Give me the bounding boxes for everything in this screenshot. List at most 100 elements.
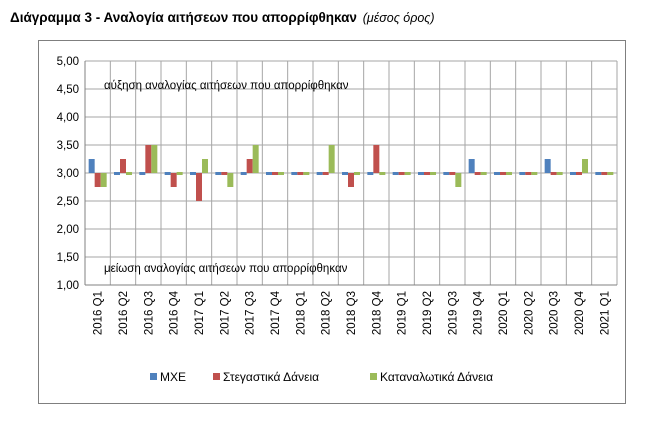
- bar-mxe: [468, 159, 475, 173]
- bar-mxe: [544, 159, 551, 173]
- y-tick-label: 4,50: [57, 84, 79, 96]
- bar-mortgage: [500, 172, 506, 175]
- bar-consumer: [328, 145, 335, 173]
- bar-consumer: [455, 173, 462, 187]
- x-tick-label: 2016 Q4: [169, 290, 181, 335]
- bar-mxe: [164, 172, 171, 175]
- bar-consumer: [252, 145, 259, 173]
- bar-consumer: [556, 172, 563, 175]
- bar-mortgage: [525, 172, 532, 175]
- x-tick-label: 2020 Q1: [498, 291, 510, 335]
- bar-consumer: [126, 172, 132, 175]
- bar-consumer: [582, 159, 588, 173]
- legend-swatch: [213, 373, 220, 380]
- x-tick-label: 2017 Q1: [194, 291, 206, 335]
- legend-swatch: [370, 373, 377, 380]
- bar-mortgage: [474, 172, 481, 175]
- bar-consumer: [404, 172, 411, 175]
- annotation-increase: αύξηση αναλογίας αιτήσεων που απορρίφθηκ…: [104, 80, 349, 92]
- x-tick-label: 2018 Q4: [371, 290, 383, 335]
- bar-consumer: [430, 172, 436, 175]
- y-tick-label: 3,50: [57, 140, 79, 152]
- bar-mortgage: [145, 145, 152, 173]
- legend-swatch: [150, 373, 157, 380]
- legend-label: Καταναλωτικά Δάνεια: [380, 370, 493, 384]
- bar-mortgage: [601, 172, 608, 175]
- bar-consumer: [176, 172, 183, 175]
- bar-consumer: [202, 159, 208, 173]
- bar-mortgage: [94, 173, 101, 187]
- bar-mortgage: [196, 173, 202, 201]
- bar-mxe: [215, 172, 222, 175]
- y-tick-label: 2,50: [57, 196, 79, 208]
- bar-mortgage: [272, 172, 278, 175]
- bars: [88, 145, 614, 201]
- y-tick-label: 2,00: [57, 224, 79, 236]
- bar-mxe: [342, 172, 348, 175]
- chart-title: Διάγραμμα 3 - Αναλογία αιτήσεων που απορ…: [10, 10, 435, 25]
- y-tick-label: 1,00: [57, 280, 79, 292]
- bar-mxe: [367, 172, 374, 175]
- bar-mxe: [266, 172, 272, 175]
- bar-consumer: [354, 172, 360, 175]
- x-tick-labels: 2016 Q1 2016 Q2 2016 Q3 2016 Q4 2017 Q1 2017 …: [93, 290, 612, 335]
- x-tick-label: 2020 Q2: [523, 291, 535, 335]
- bar-mortgage: [221, 172, 228, 175]
- x-tick-label: 2016 Q2: [118, 291, 130, 335]
- legend: ΜΧΕ Στεγαστικά Δάνεια Καταναλωτικά Δάνεια: [150, 370, 493, 384]
- y-tick-label: 5,00: [57, 56, 79, 68]
- chart-title-main: Διάγραμμα 3 - Αναλογία αιτήσεων που απορ…: [10, 10, 357, 25]
- y-tick-labels: 1,00 1,50 2,00 2,50 3,00 3,50 4,00 4,50 5,00: [57, 56, 79, 292]
- bar-consumer: [278, 172, 284, 175]
- bar-mortgage: [424, 172, 430, 175]
- bar-mortgage: [246, 159, 253, 173]
- bar-mortgage: [322, 172, 329, 175]
- bar-mxe: [316, 172, 323, 175]
- bar-mortgage: [120, 159, 126, 173]
- bar-consumer: [227, 173, 234, 187]
- bar-mortgage: [373, 145, 380, 173]
- x-tick-label: 2017 Q4: [270, 290, 282, 335]
- x-tick-label: 2018 Q3: [346, 291, 358, 335]
- x-tick-label: 2019 Q2: [422, 291, 434, 335]
- x-tick-label: 2020 Q3: [549, 291, 561, 335]
- bar-mxe: [392, 172, 399, 175]
- bar-consumer: [480, 172, 487, 175]
- bar-mxe: [570, 172, 576, 175]
- bar-mxe: [88, 159, 95, 173]
- x-tick-label: 2020 Q4: [574, 290, 586, 335]
- bar-mxe: [595, 172, 602, 175]
- x-tick-label: 2017 Q3: [245, 291, 257, 335]
- bar-consumer: [379, 172, 386, 175]
- legend-label: Στεγαστικά Δάνεια: [223, 370, 319, 384]
- bar-mxe: [443, 172, 450, 175]
- bar-mxe: [240, 172, 247, 175]
- axes: [84, 61, 617, 286]
- bar-consumer: [607, 172, 614, 175]
- y-tick-label: 3,00: [57, 168, 79, 180]
- chart-title-sub: (μέσος όρος): [362, 11, 435, 25]
- bar-consumer: [151, 145, 158, 173]
- bar-mortgage: [170, 173, 177, 187]
- bar-mortgage: [449, 172, 456, 175]
- bar-mortgage: [297, 172, 304, 175]
- x-tick-label: 2019 Q1: [397, 291, 409, 335]
- bar-mxe: [291, 172, 298, 175]
- x-tick-label: 2019 Q3: [447, 291, 459, 335]
- bar-mortgage: [348, 173, 354, 187]
- bar-consumer: [506, 172, 512, 175]
- bar-mxe: [519, 172, 526, 175]
- bar-mxe: [494, 172, 500, 175]
- bar-consumer: [100, 173, 107, 187]
- x-tick-label: 2018 Q2: [321, 291, 333, 335]
- x-tick-label: 2021 Q1: [599, 291, 611, 335]
- x-tick-label: 2017 Q2: [219, 291, 231, 335]
- bar-mxe: [139, 172, 146, 175]
- x-tick-label: 2016 Q3: [143, 291, 155, 335]
- x-tick-label: 2019 Q4: [473, 290, 485, 335]
- legend-label: ΜΧΕ: [160, 370, 186, 384]
- bar-mxe: [418, 172, 424, 175]
- x-tick-label: 2016 Q1: [93, 291, 105, 335]
- bar-mortgage: [398, 172, 405, 175]
